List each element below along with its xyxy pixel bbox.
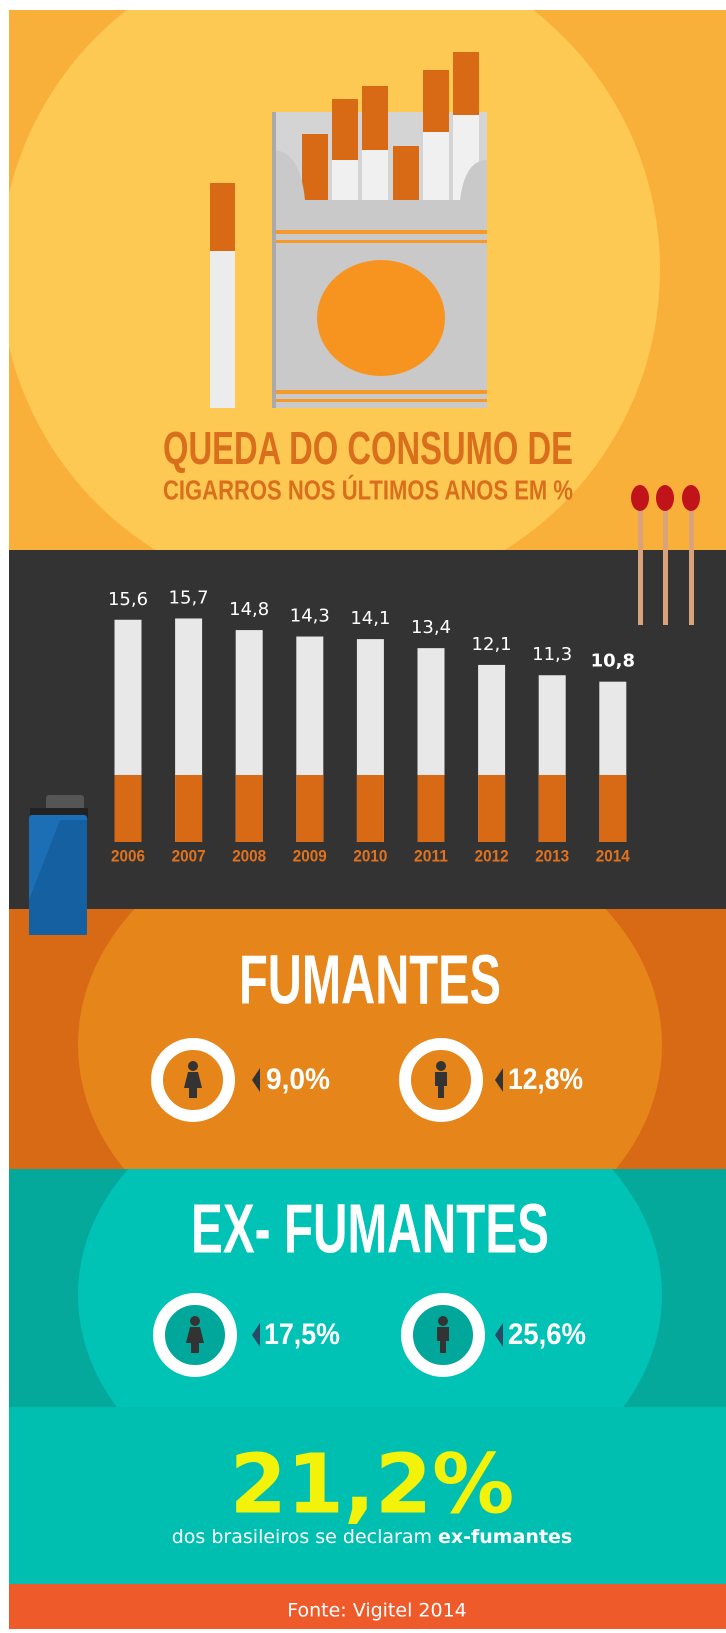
highlight-bg bbox=[9, 1407, 726, 1584]
bar-filter bbox=[175, 775, 203, 842]
bar bbox=[296, 636, 324, 842]
bar bbox=[235, 630, 263, 842]
women-smokers: 9,0% bbox=[266, 1063, 330, 1096]
x-tick-label: 2009 bbox=[293, 846, 327, 865]
bar-filter bbox=[538, 775, 566, 842]
bar-filter bbox=[296, 775, 324, 842]
value-label: 14,3 bbox=[290, 606, 330, 627]
bar bbox=[356, 639, 384, 842]
women-smokers-icon bbox=[151, 1038, 260, 1122]
bar bbox=[175, 618, 203, 842]
highlight-emphasis: ex-fumantes bbox=[438, 1526, 572, 1548]
ex-smokers-title: EX- FUMANTES bbox=[191, 1189, 549, 1267]
cigarette-pack bbox=[210, 52, 487, 408]
bar-filter bbox=[599, 775, 627, 842]
smokers-bg bbox=[9, 909, 726, 1169]
men-smokers-icon bbox=[399, 1038, 503, 1122]
bar-filter bbox=[417, 775, 445, 842]
value-label: 11,3 bbox=[532, 644, 572, 665]
footer-bg bbox=[9, 1584, 726, 1629]
source: Fonte: Vigitel 2014 bbox=[287, 1600, 467, 1622]
value-label: 13,4 bbox=[411, 617, 451, 638]
x-tick-label: 2013 bbox=[535, 846, 569, 865]
x-tick-label: 2014 bbox=[596, 846, 630, 865]
x-tick-label: 2007 bbox=[172, 846, 206, 865]
value-label: 12,1 bbox=[472, 634, 512, 655]
bar bbox=[538, 675, 566, 842]
lighter bbox=[29, 795, 88, 935]
x-tick-label: 2010 bbox=[353, 846, 387, 865]
bar bbox=[417, 648, 445, 842]
men-ex-icon bbox=[401, 1293, 503, 1377]
bar-filter bbox=[356, 775, 384, 842]
chart-title: QUEDA DO CONSUMO DE bbox=[163, 422, 573, 474]
highlight-plain: dos brasileiros se declaram bbox=[172, 1526, 432, 1548]
men-smokers: 12,8% bbox=[508, 1063, 583, 1096]
x-tick-label: 2006 bbox=[111, 846, 145, 865]
women-ex-smokers: 17,5% bbox=[264, 1318, 340, 1351]
bar-filter bbox=[114, 775, 142, 842]
x-tick-label: 2008 bbox=[232, 846, 266, 865]
x-tick-label: 2012 bbox=[475, 846, 509, 865]
chart-subtitle: CIGARROS NOS ÚLTIMOS ANOS EM % bbox=[163, 474, 573, 505]
value-label: 10,8 bbox=[591, 651, 635, 672]
bar-filter bbox=[235, 775, 263, 842]
smokers-title: FUMANTES bbox=[239, 940, 501, 1018]
bar bbox=[114, 619, 142, 842]
x-tick-label: 2011 bbox=[414, 846, 448, 865]
value-label: 14,1 bbox=[350, 608, 390, 629]
value-label: 15,7 bbox=[169, 587, 209, 608]
women-ex-icon bbox=[153, 1293, 260, 1377]
matches bbox=[631, 485, 700, 625]
value-label: 14,8 bbox=[229, 599, 269, 620]
bar-filter bbox=[478, 775, 506, 842]
bar bbox=[478, 664, 506, 842]
highlight-value: 21,2% bbox=[230, 1437, 514, 1532]
bars: 15,6 2006 15,7 2007 14,8 2008 14,3 2009 14,1 2010… bbox=[108, 587, 635, 865]
highlight-text: dos brasileiros se declaram ex-fumantes bbox=[172, 1526, 572, 1548]
bar bbox=[599, 681, 627, 842]
men-ex-smokers: 25,6% bbox=[508, 1318, 586, 1351]
value-label: 15,6 bbox=[108, 589, 148, 610]
ex-smokers-bg bbox=[9, 1169, 726, 1407]
